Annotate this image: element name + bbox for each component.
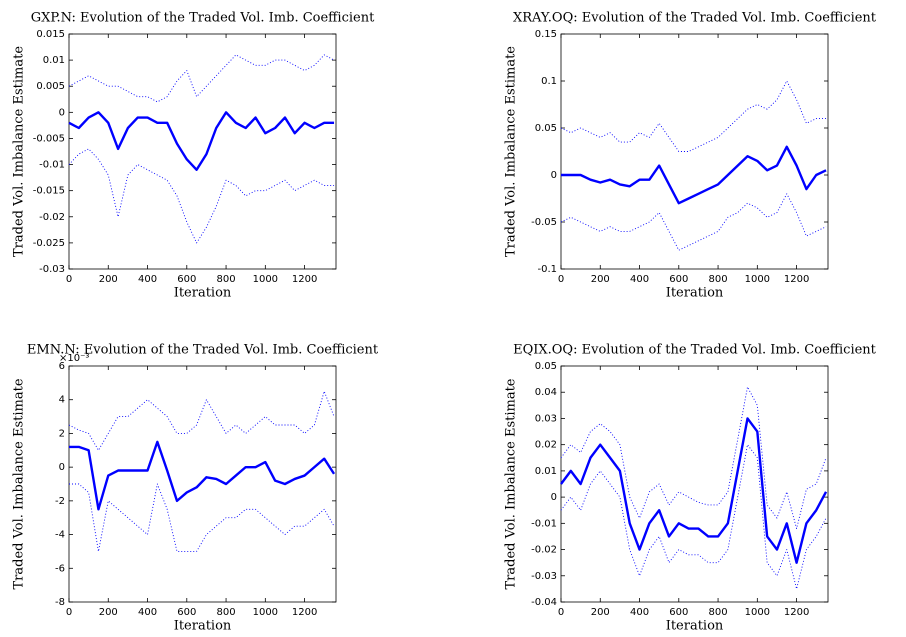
x-tick-label: 1000 [745,274,770,285]
y-tick-label: 0 [551,170,557,181]
chart-title: XRAY.OQ: Evolution of the Traded Vol. Im… [513,11,877,26]
x-tick-label: 600 [669,274,688,285]
plot-area [68,365,337,603]
bound-line [560,80,827,152]
x-axis-label: Iteration [666,286,724,301]
x-tick-label: 600 [669,607,688,618]
estimate-line [68,111,335,171]
bound-line [69,483,335,552]
y-tick-label: -6 [55,563,65,574]
y-tick-label: -0.05 [531,217,557,228]
y-tick-label: 0.05 [535,123,557,134]
x-tick-label: 200 [99,274,118,285]
y-tick-label: 0 [59,107,65,118]
y-tick-label: 0.015 [36,29,65,40]
chart-title: GXP.N: Evolution of the Traded Vol. Imb.… [31,11,375,26]
y-tick-label: 0.005 [36,81,65,92]
x-tick-label: 1000 [253,607,278,618]
x-tick-label: 600 [177,274,196,285]
x-tick-label: 800 [217,607,236,618]
y-tick-label: 0.05 [535,361,557,372]
y-tick-label: 0.01 [43,55,65,66]
x-tick-label: 0 [558,607,564,618]
x-tick-label: 1200 [784,607,809,618]
y-tick-label: -0.015 [33,186,65,197]
y-tick-label: -0.02 [39,212,65,223]
y-tick-label: -0.03 [39,264,65,275]
y-tick-label: 6 [59,361,65,372]
x-tick-label: 200 [99,607,118,618]
x-tick-label: 400 [138,607,157,618]
estimate-line [561,145,827,205]
y-tick-label: -8 [55,597,65,608]
subplot: XRAY.OQ: Evolution of the Traded Vol. Im… [504,11,877,301]
bound-line [68,148,335,244]
bound-line [560,193,827,251]
y-tick-label: 0 [59,462,65,473]
x-axis-label: Iteration [174,286,232,301]
bound-line [68,54,335,103]
x-tick-label: 400 [630,607,649,618]
x-tick-label: 1200 [784,274,809,285]
y-tick-label: -0.005 [33,133,65,144]
y-axis-label: Traded Vol. Imbalance Estimate [504,378,519,589]
x-axis-label: Iteration [174,619,232,634]
plot-area [68,33,337,270]
subplot: EQIX.OQ: Evolution of the Traded Vol. Im… [504,343,877,634]
chart-title: EMN.N: Evolution of the Traded Vol. Imb.… [27,343,379,358]
y-tick-label: 0.02 [535,440,557,451]
y-tick-label: 0 [551,492,557,503]
x-axis-label: Iteration [666,619,724,634]
y-tick-label: -2 [55,496,65,507]
y-tick-label: -0.025 [33,238,65,249]
x-tick-label: 400 [630,274,649,285]
x-tick-label: 200 [591,274,610,285]
x-tick-label: 1200 [292,274,317,285]
y-tick-label: -0.02 [531,545,557,556]
y-tick-label: 0.15 [535,29,557,40]
y-exponent-label: ×10⁻³ [59,353,89,364]
subplot: GXP.N: Evolution of the Traded Vol. Imb.… [12,11,376,301]
estimate-line [560,417,828,564]
y-tick-label: 0.1 [541,76,557,87]
x-tick-label: 800 [217,274,236,285]
estimate-line [69,440,336,511]
x-tick-label: 1200 [292,607,317,618]
chart-title: EQIX.OQ: Evolution of the Traded Vol. Im… [513,343,877,358]
x-tick-label: 1000 [253,274,278,285]
x-tick-label: 1000 [745,607,770,618]
y-axis-label: Traded Vol. Imbalance Estimate [12,46,27,257]
x-tick-label: 0 [66,607,72,618]
y-tick-label: 2 [59,428,65,439]
y-tick-label: -0.1 [537,264,557,275]
x-tick-label: 800 [709,607,728,618]
plot-area [560,365,829,603]
y-tick-label: 0.04 [535,387,557,398]
x-tick-label: 0 [66,274,72,285]
x-tick-label: 600 [177,607,196,618]
y-tick-label: -4 [55,530,65,541]
y-tick-label: -0.03 [531,571,557,582]
x-tick-label: 800 [709,274,728,285]
x-tick-label: 400 [138,274,157,285]
y-axis-label: Traded Vol. Imbalance Estimate [504,46,519,257]
y-tick-label: 0.03 [535,413,557,424]
x-tick-label: 200 [591,607,610,618]
y-tick-label: -0.04 [531,597,557,608]
subplot: EMN.N: Evolution of the Traded Vol. Imb.… [12,343,379,634]
y-axis-label: Traded Vol. Imbalance Estimate [12,378,27,589]
y-tick-label: 4 [59,395,65,406]
y-tick-label: -0.01 [39,160,65,171]
y-tick-label: 0.01 [535,466,557,477]
y-tick-label: -0.01 [531,518,557,529]
x-tick-label: 0 [558,274,564,285]
